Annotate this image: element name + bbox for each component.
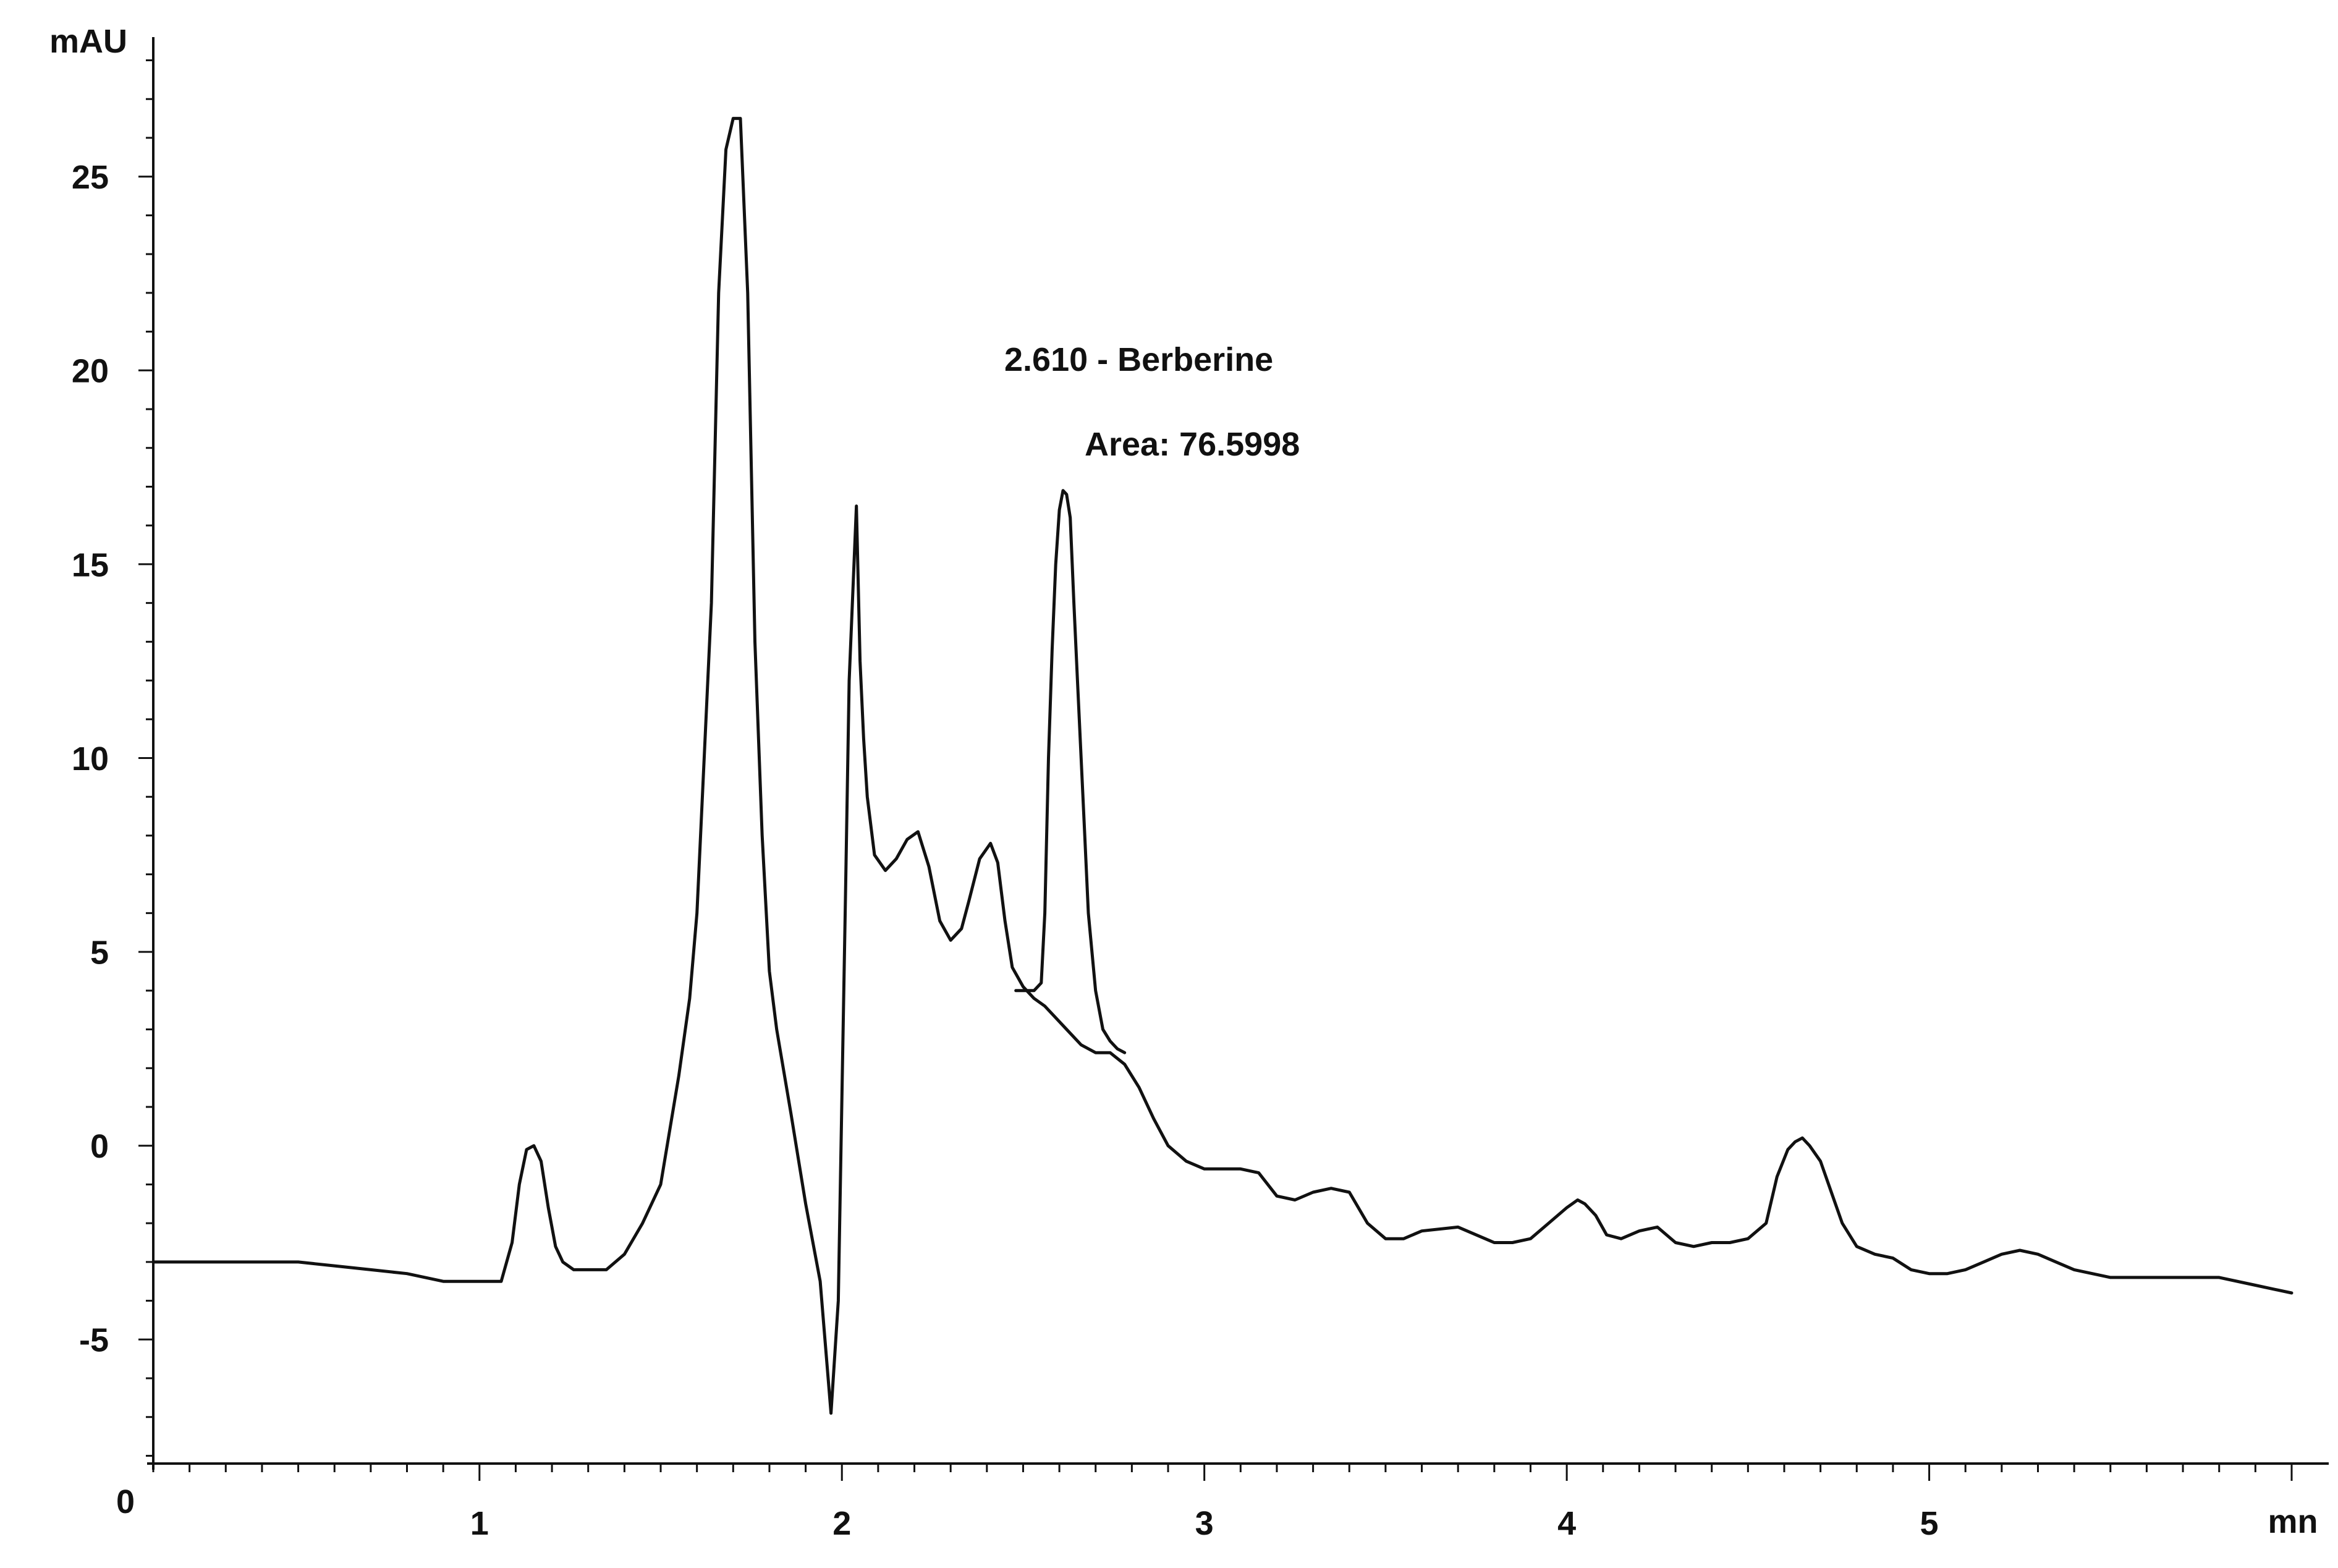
x-origin-label: 0 — [116, 1483, 135, 1520]
peak-annotation-area: Area: 76.5998 — [1085, 426, 1300, 463]
chromatogram-trace — [151, 117, 2294, 1415]
x-tick-label: 4 — [1557, 1505, 1576, 1542]
x-axis-label: mn — [2268, 1503, 2318, 1540]
y-tick-label: 25 — [72, 159, 109, 196]
y-tick-label: 20 — [72, 353, 109, 390]
y-tick-label: 15 — [72, 546, 109, 583]
x-tick-label: 1 — [470, 1505, 489, 1542]
y-tick-label: 5 — [90, 934, 109, 972]
y-axis-label: mAU — [49, 23, 127, 60]
x-tick-label: 3 — [1195, 1505, 1214, 1542]
labels-layer: -5 0 5 10 15 20 25 1 2 3 4 5 0 mAU mn 2.610 - Berberine… — [49, 23, 2318, 1542]
berberine-peak-trace — [1014, 489, 1127, 1054]
x-tick-label: 2 — [832, 1505, 851, 1542]
ticks-layer — [138, 59, 2293, 1481]
y-tick-label: 0 — [90, 1128, 109, 1165]
y-tick-label: 10 — [72, 740, 109, 778]
x-tick-label: 5 — [1920, 1505, 1939, 1542]
series-layer — [151, 117, 2294, 1415]
peak-annotation-name: 2.610 - Berberine — [1004, 341, 1273, 378]
y-tick-label: -5 — [79, 1322, 109, 1359]
